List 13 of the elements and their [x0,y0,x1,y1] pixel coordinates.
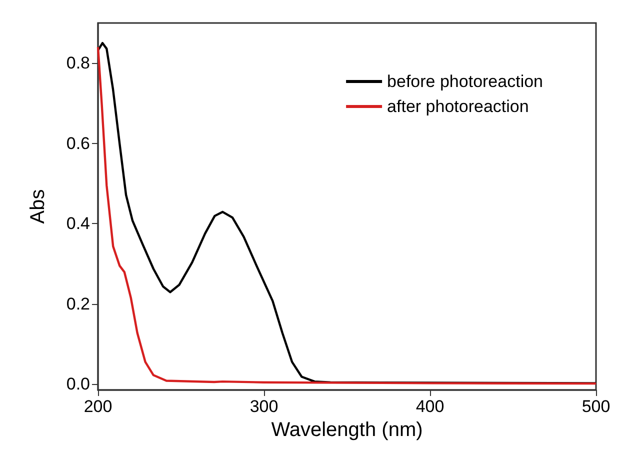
x-tick-label: 300 [250,397,278,416]
legend-label: after photoreaction [387,97,529,116]
x-tick-label: 400 [416,397,444,416]
x-tick-label: 500 [582,397,610,416]
x-tick-label: 200 [84,397,112,416]
y-tick-label: 0.4 [66,214,90,234]
y-axis-title: Abs [27,189,49,224]
legend-label: before photoreaction [387,72,544,91]
y-tick-label: 0.0 [66,374,90,394]
y-tick-label: 0.6 [66,134,90,153]
y-tick-label: 0.8 [66,54,90,73]
y-tick-label: 0.2 [66,294,90,314]
x-axis-title: Wavelength (nm) [271,418,423,441]
